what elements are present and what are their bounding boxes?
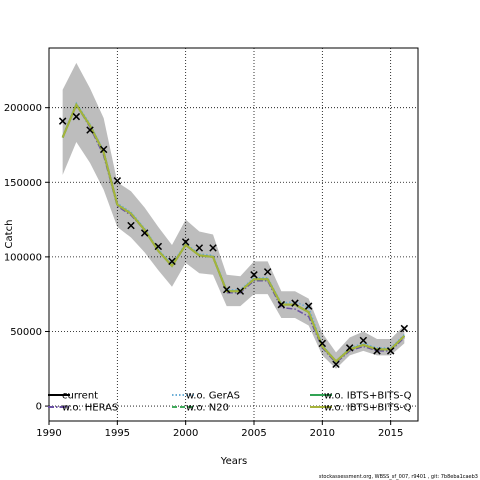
x-tick-label: 1990 xyxy=(36,428,61,439)
legend-label: w.o. IBTS+BITS-Q xyxy=(324,391,412,402)
observed-point xyxy=(277,300,286,309)
x-axis-title: Years xyxy=(220,456,247,467)
legend-label: w.o. IBTS+BITS-Q xyxy=(324,403,412,414)
observed-point xyxy=(140,229,149,237)
y-tick-label: 150000 xyxy=(4,178,42,189)
observed-point xyxy=(127,221,135,230)
observed-point xyxy=(72,112,81,121)
observed-point xyxy=(400,324,409,333)
x-tick-label: 2005 xyxy=(241,428,266,439)
x-tick-label: 2000 xyxy=(173,428,198,439)
observed-point xyxy=(154,242,163,251)
legend-item: w.o. IBTS+BITS-Q xyxy=(310,391,412,402)
y-axis-title: Catch xyxy=(4,220,15,249)
observed-point xyxy=(168,257,176,266)
legend-item: w.o. IBTS+BITS-Q xyxy=(310,403,412,414)
y-tick-label: 50000 xyxy=(10,327,42,338)
legend-label: w.o. GerAS xyxy=(186,391,240,402)
observed-point xyxy=(181,238,190,246)
observed-point xyxy=(318,339,327,348)
legend-label: current xyxy=(62,391,98,402)
observed-point xyxy=(99,145,108,154)
observed-point xyxy=(304,302,313,310)
legend-item: current xyxy=(48,391,98,402)
y-tick-label: 100000 xyxy=(4,252,42,263)
plot-area: 1990 1995 2000 2005 2010 2015 0 50000 100000 1500… xyxy=(4,47,419,439)
observed-point xyxy=(250,271,258,279)
series-line xyxy=(61,103,405,364)
y-tick-label: 0 xyxy=(36,402,42,413)
series-line xyxy=(61,102,406,363)
plot-frame xyxy=(48,47,419,422)
observed-point xyxy=(386,347,395,355)
observed-point xyxy=(222,285,231,294)
x-tick-label: 2015 xyxy=(378,428,403,439)
observed-point xyxy=(359,336,368,345)
legend-item: w.o. HERAS xyxy=(48,403,118,414)
x-tick-label: 1995 xyxy=(105,428,130,439)
observed-point xyxy=(58,117,67,125)
footer-credit: stockassessment.org, WBSS_sf_007, r9401 … xyxy=(319,474,478,480)
x-tick-label: 2010 xyxy=(310,428,335,439)
observed-point xyxy=(236,287,245,295)
legend-label: w.o. N20 xyxy=(186,403,229,414)
observed-point xyxy=(345,344,354,352)
y-tick-label: 200000 xyxy=(4,103,42,114)
observed-point xyxy=(263,268,272,276)
observed-point xyxy=(291,299,299,307)
observed-point xyxy=(209,244,217,252)
legend-item: w.o. N20 xyxy=(172,403,229,414)
observed-point xyxy=(86,126,94,134)
observed-point xyxy=(113,177,122,185)
legend-item: w.o. GerAS xyxy=(172,391,240,402)
legend-label: w.o. HERAS xyxy=(62,403,118,414)
observed-point xyxy=(373,347,381,355)
series-line xyxy=(61,101,405,363)
observed-point xyxy=(195,244,204,252)
observed-point xyxy=(332,360,340,369)
